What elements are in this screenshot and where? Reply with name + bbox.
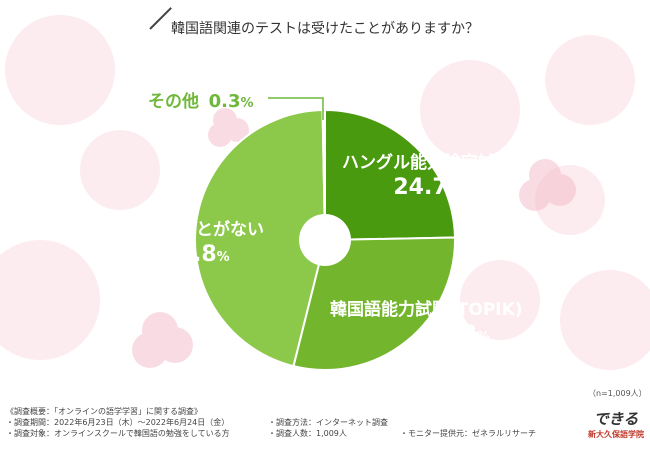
label-topik: 韓国語能力試験(TOPIK) 29.2% <box>330 295 523 347</box>
survey-heading: 《調査概要：「オンラインの語学学習」に関する調査》 <box>6 407 202 416</box>
survey-notes: 《調査概要：「オンラインの語学学習」に関する調査》 ・調査期間：2022年6月2… <box>6 406 230 439</box>
label-other-value: 0.3% <box>208 91 254 112</box>
label-hangul: ハングル能力検定試験 24.7% <box>342 148 512 200</box>
survey-target: ・調査対象：オンラインスクールで韓国語の勉強をしている方 <box>6 429 230 438</box>
label-none: 受けたことがない 45.8% <box>128 215 264 267</box>
pie-slice-2 <box>194 109 327 368</box>
logo-mark: できる <box>593 410 639 428</box>
label-hangul-name: ハングル能力検定試験 <box>342 153 512 173</box>
label-topik-name: 韓国語能力試験(TOPIK) <box>330 300 523 320</box>
brand-logo: できる 新大久保語学院 <box>586 408 646 448</box>
survey-period: ・調査期間：2022年6月23日（木）〜2022年6月24日（金） <box>6 418 230 427</box>
label-none-name: 受けたことがない <box>128 220 264 240</box>
logo-text: 新大久保語学院 <box>588 430 644 439</box>
survey-notes-col2: ・調査方法：インターネット調査 ・調査人数：1,009人 <box>268 417 388 439</box>
pie-slice-0 <box>324 108 456 242</box>
donut-hole <box>299 214 351 266</box>
other-leader-line <box>268 97 324 120</box>
label-topik-value: 29.2% <box>422 322 490 347</box>
label-hangul-value: 24.7% <box>393 175 461 200</box>
chart-title: 韓国語関連のテストは受けたことがありますか？ <box>171 21 479 37</box>
label-other-name: その他 <box>148 92 199 112</box>
survey-method: ・調査方法：インターネット調査 <box>268 418 388 427</box>
sample-size-note: （n=1,009人） <box>588 389 647 398</box>
label-none-value: 45.8% <box>162 242 230 267</box>
survey-count: ・調査人数：1,009人 <box>268 429 347 438</box>
pie-slice-1 <box>292 236 456 371</box>
label-other: その他 0.3% <box>148 87 254 112</box>
survey-provider: ・モニター提供元：ゼネラルリサーチ <box>400 429 536 438</box>
